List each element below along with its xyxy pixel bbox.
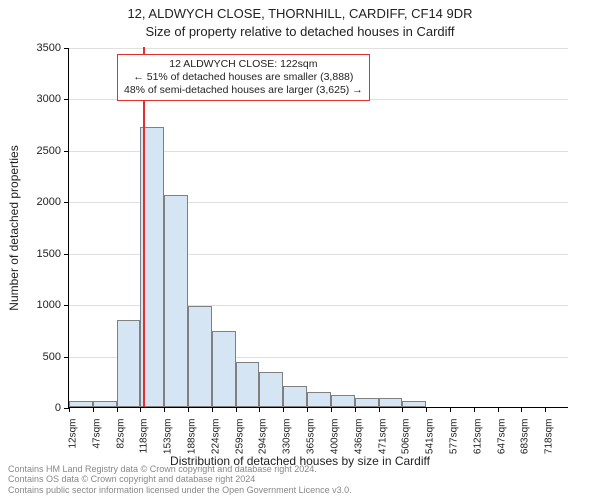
xtick-label: 647sqm (496, 419, 507, 455)
xtick-label: 82sqm (115, 419, 126, 449)
xtick-label: 718sqm (544, 419, 555, 455)
ytick-mark (64, 202, 69, 203)
histogram-bar (164, 195, 188, 407)
ytick-label: 3500 (1, 42, 61, 54)
xtick-mark (164, 407, 165, 412)
xtick-label: 118sqm (139, 419, 150, 454)
xtick-label: 330sqm (282, 419, 293, 455)
histogram-bar (117, 320, 141, 407)
xtick-label: 188sqm (187, 419, 198, 455)
ytick-label: 3000 (1, 93, 61, 105)
ytick-mark (64, 151, 69, 152)
xtick-label: 224sqm (210, 419, 221, 455)
y-axis-label: Number of detached properties (7, 145, 21, 310)
annotation-line: 48% of semi-detached houses are larger (… (124, 84, 363, 97)
xtick-mark (331, 407, 332, 412)
ytick-mark (64, 254, 69, 255)
histogram-bar (69, 401, 93, 407)
xtick-mark (521, 407, 522, 412)
histogram-bar (283, 386, 307, 407)
xtick-mark (426, 407, 427, 412)
ytick-mark (64, 99, 69, 100)
ytick-label: 2000 (1, 196, 61, 208)
xtick-label: 471sqm (377, 419, 388, 455)
xtick-label: 506sqm (401, 419, 412, 455)
ytick-label: 0 (1, 402, 61, 414)
xtick-mark (379, 407, 380, 412)
xtick-label: 577sqm (448, 419, 459, 455)
xtick-label: 683sqm (520, 419, 531, 455)
xtick-label: 153sqm (163, 419, 174, 455)
xtick-mark (212, 407, 213, 412)
xtick-mark (140, 407, 141, 412)
xtick-mark (236, 407, 237, 412)
xtick-mark (402, 407, 403, 412)
xtick-label: 47sqm (91, 419, 102, 449)
xtick-label: 259sqm (234, 419, 245, 455)
xtick-mark (474, 407, 475, 412)
xtick-label: 365sqm (306, 419, 317, 455)
footer-line: Contains HM Land Registry data © Crown c… (8, 464, 352, 475)
xtick-mark (117, 407, 118, 412)
histogram-bar (331, 395, 355, 407)
xtick-label: 294sqm (258, 419, 269, 455)
histogram-bar (379, 398, 403, 407)
histogram-plot: 050010001500200025003000350012sqm47sqm82… (68, 48, 568, 408)
xtick-mark (283, 407, 284, 412)
histogram-bar (259, 372, 283, 407)
xtick-mark (93, 407, 94, 412)
footer-line: Contains OS data © Crown copyright and d… (8, 474, 352, 485)
xtick-label: 541sqm (425, 419, 436, 455)
xtick-mark (188, 407, 189, 412)
ytick-mark (64, 48, 69, 49)
attribution-footer: Contains HM Land Registry data © Crown c… (8, 464, 352, 496)
footer-line: Contains public sector information licen… (8, 485, 352, 496)
ytick-label: 1000 (1, 299, 61, 311)
ytick-mark (64, 305, 69, 306)
page-title-address: 12, ALDWYCH CLOSE, THORNHILL, CARDIFF, C… (0, 6, 600, 21)
xtick-mark (355, 407, 356, 412)
ytick-mark (64, 357, 69, 358)
xtick-label: 612sqm (472, 419, 483, 455)
property-annotation: 12 ALDWYCH CLOSE: 122sqm← 51% of detache… (117, 54, 370, 101)
annotation-line: 12 ALDWYCH CLOSE: 122sqm (124, 58, 363, 71)
histogram-bar (307, 392, 331, 407)
histogram-bar (402, 401, 426, 407)
xtick-label: 12sqm (68, 419, 79, 449)
xtick-label: 400sqm (329, 419, 340, 455)
histogram-bar (188, 306, 212, 407)
xtick-mark (545, 407, 546, 412)
xtick-mark (450, 407, 451, 412)
ytick-label: 2500 (1, 145, 61, 157)
histogram-bar (236, 362, 260, 407)
ytick-label: 500 (1, 351, 61, 363)
xtick-mark (498, 407, 499, 412)
annotation-line: ← 51% of detached houses are smaller (3,… (124, 71, 363, 84)
xtick-mark (69, 407, 70, 412)
histogram-bar (93, 401, 117, 407)
xtick-mark (307, 407, 308, 412)
xtick-mark (259, 407, 260, 412)
page-title-description: Size of property relative to detached ho… (0, 24, 600, 39)
histogram-bar (212, 331, 236, 407)
ytick-label: 1500 (1, 248, 61, 260)
histogram-bar (355, 398, 379, 407)
xtick-label: 436sqm (353, 419, 364, 455)
